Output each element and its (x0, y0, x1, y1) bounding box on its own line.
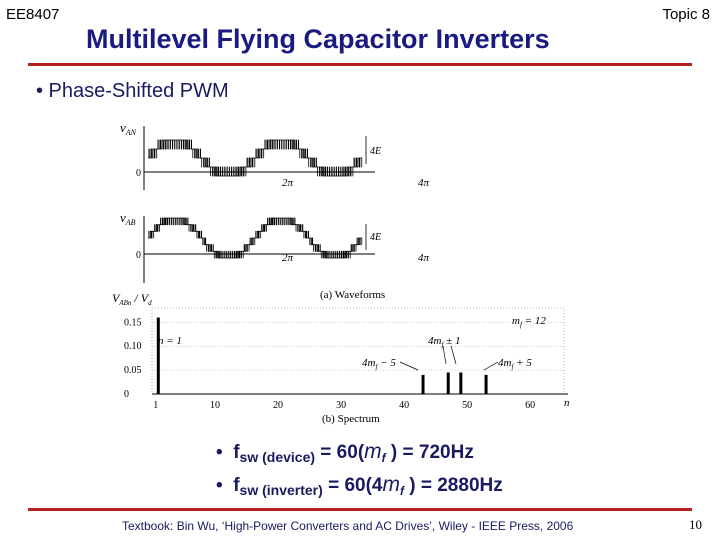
vab-4pi-label: 4π (418, 252, 430, 264)
spectrum-xtick-label: 40 (399, 400, 409, 411)
bullet-phase-shifted-pwm: • Phase-Shifted PWM (36, 80, 229, 102)
spectrum-bar (459, 372, 463, 394)
annotation-4mf-pm-1: 4mf ± 1 (428, 335, 460, 349)
topic-label: Topic 8 (662, 6, 710, 23)
spectrum-ytick-label: 0 (124, 389, 129, 400)
spectrum-caption: (b) Spectrum (322, 413, 380, 425)
pwm-figure: vAN 0 4E 2π 4π vAB 0 4E 2π 4π (a) Wavefo… (112, 120, 570, 425)
van-label: vAN (120, 120, 137, 137)
van-wave-path (148, 139, 363, 177)
equation-fsw-device: • fsw (device) = 60(mf ) = 720Hz (216, 440, 474, 465)
annotation-arrow-mid-right (450, 345, 457, 365)
vab-2pi-label: 2π (282, 252, 294, 264)
vab-4e-label: 4E (370, 232, 381, 243)
vab-zero-label: 0 (136, 250, 141, 261)
vab-wave-path (148, 217, 363, 259)
spectrum-ytick-label: 0.05 (124, 365, 142, 376)
course-code: EE8407 (6, 6, 60, 23)
annotation-4mf-minus-5: 4mf − 5 (362, 357, 396, 371)
equation-fsw-inverter: • fsw (inverter) = 60(4mf ) = 2880Hz (216, 473, 503, 498)
page-number: 10 (689, 517, 702, 532)
spectrum-xtick-label: 1 (153, 400, 158, 411)
van-waveform (148, 139, 363, 177)
annotation-arrow-mid-left (442, 345, 447, 365)
mf-label: mf = 12 (512, 315, 546, 329)
van-4e-label: 4E (370, 146, 381, 157)
spectrum-xtick-label: 60 (525, 400, 535, 411)
spectrum-xtick-label: 50 (462, 400, 472, 411)
annotation-arrow-right (483, 361, 499, 371)
spectrum-x-axis-label: n (564, 397, 570, 409)
vab-label: vAB (120, 210, 136, 227)
spectrum-bar (421, 374, 425, 394)
spectrum-ytick-label: 0.15 (124, 317, 142, 328)
spectrum-bar (156, 317, 160, 394)
van-2pi-label: 2π (282, 177, 294, 189)
textbook-reference: Textbook: Bin Wu, ‘High-Power Converters… (122, 519, 574, 533)
van-zero-label: 0 (136, 168, 141, 179)
title-divider (28, 63, 692, 66)
van-4pi-label: 4π (418, 177, 430, 189)
spectrum-y-label: VABn / Vd (112, 291, 152, 307)
n1-label: n = 1 (158, 335, 182, 347)
vab-waveform (148, 217, 363, 259)
waveforms-caption: (a) Waveforms (320, 289, 385, 301)
spectrum-ytick-label: 0.10 (124, 341, 142, 352)
spectrum-xtick-label: 20 (273, 400, 283, 411)
footer-divider (28, 508, 692, 511)
spectrum-xtick-label: 10 (210, 400, 220, 411)
spectrum-frame (151, 307, 565, 395)
spectrum-bar (484, 374, 488, 394)
annotation-4mf-plus-5: 4mf + 5 (498, 357, 532, 371)
spectrum-bar (446, 372, 450, 394)
spectrum-chart: 0 0.05 0.10 0.15 1 10 20 30 40 50 60 n (124, 307, 570, 411)
annotation-arrow-left (399, 361, 419, 371)
slide-title: Multilevel Flying Capacitor Inverters (86, 24, 550, 54)
spectrum-xtick-label: 30 (336, 400, 346, 411)
